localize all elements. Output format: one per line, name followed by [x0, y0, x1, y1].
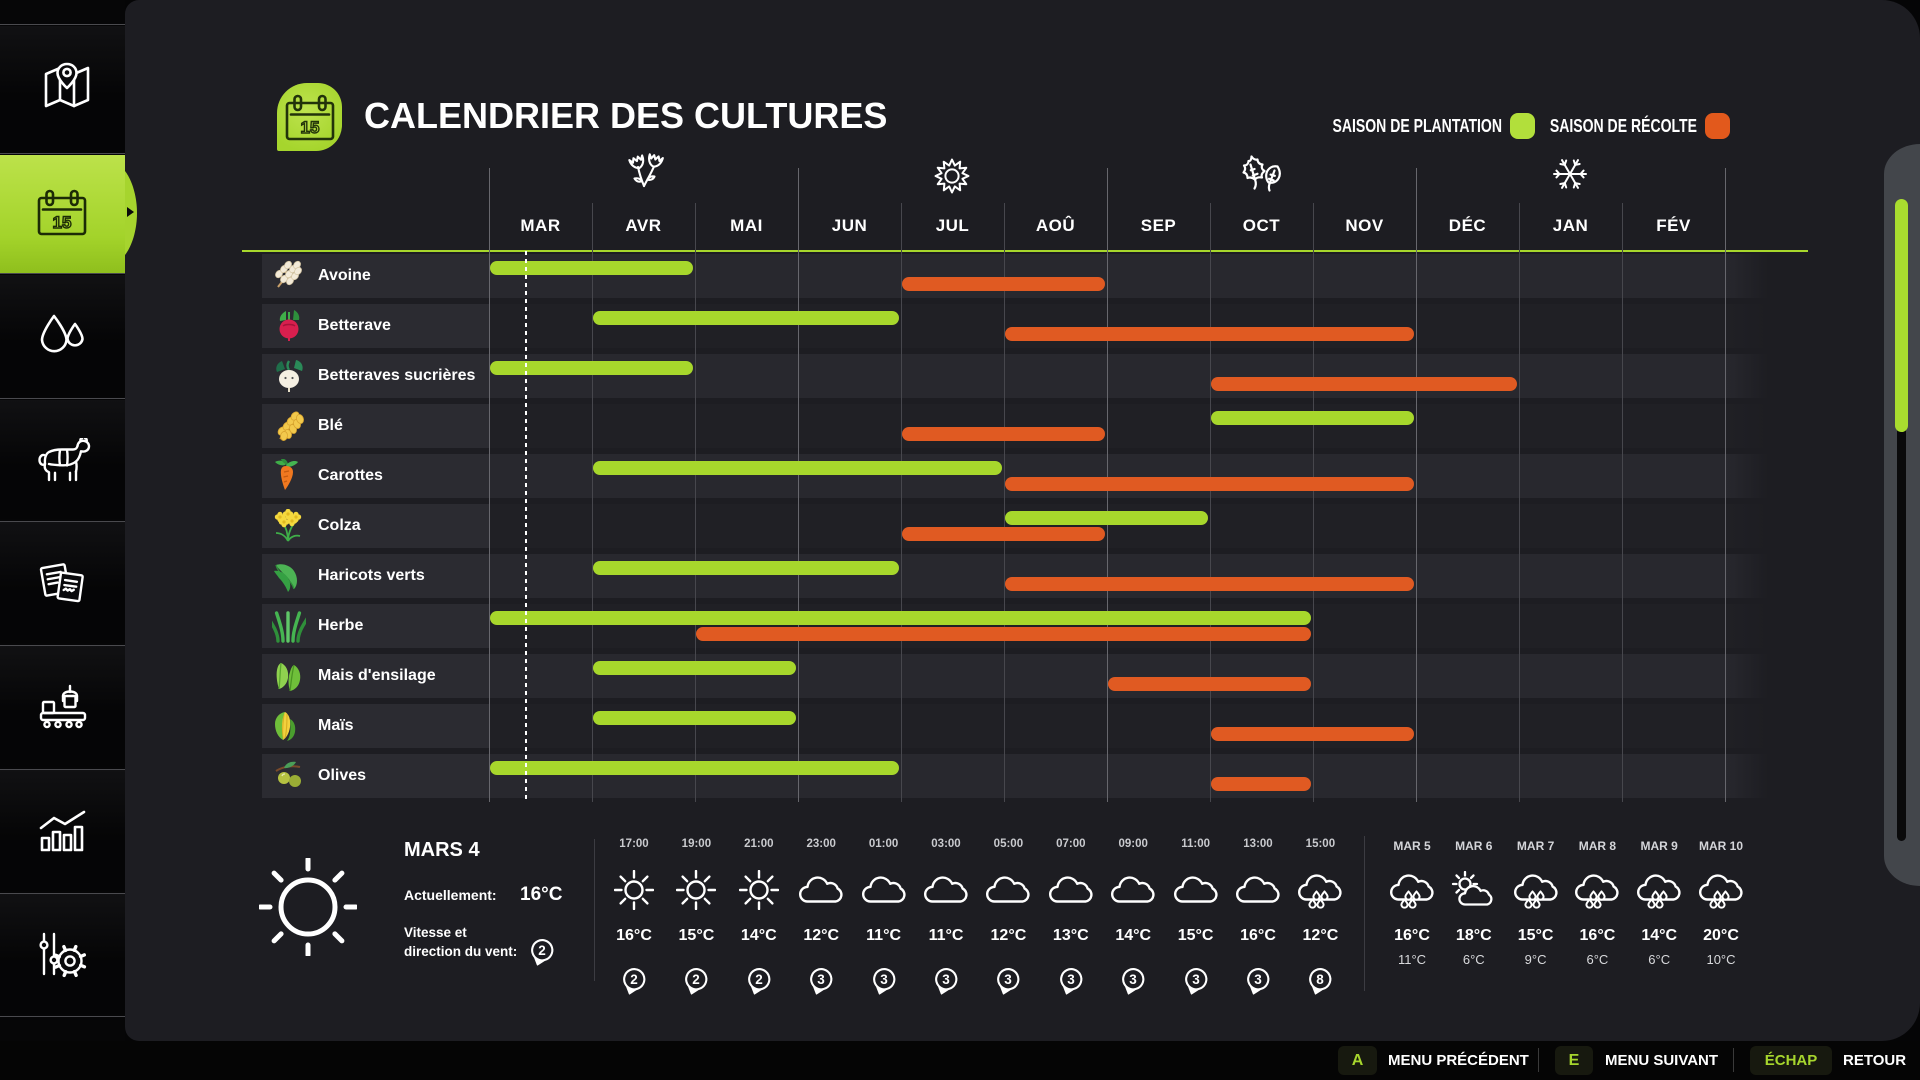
svg-text:2: 2 — [693, 972, 701, 987]
svg-text:8: 8 — [1317, 972, 1325, 987]
svg-text:3: 3 — [880, 972, 888, 987]
svg-text:3: 3 — [1005, 972, 1013, 987]
svg-text:3: 3 — [817, 972, 825, 987]
svg-text:3: 3 — [1067, 972, 1075, 987]
svg-text:3: 3 — [1129, 972, 1137, 987]
svg-text:15: 15 — [53, 213, 72, 232]
svg-text:3: 3 — [1192, 972, 1200, 987]
svg-text:2: 2 — [630, 972, 638, 987]
svg-text:2: 2 — [755, 972, 763, 987]
svg-text:3: 3 — [1254, 972, 1262, 987]
svg-text:2: 2 — [538, 943, 546, 958]
svg-text:3: 3 — [942, 972, 950, 987]
svg-text:15: 15 — [301, 118, 320, 137]
